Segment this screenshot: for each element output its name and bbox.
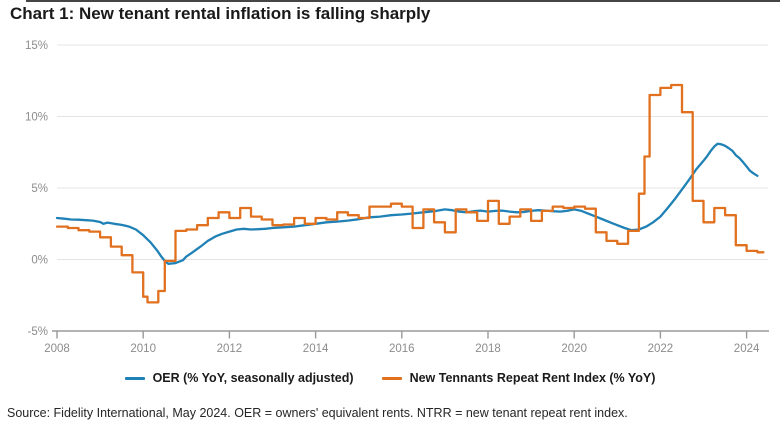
x-tick-label: 2012 [217,343,243,355]
oer-legend-label: OER (% YoY, seasonally adjusted) [152,371,354,385]
x-tick-label: 2010 [130,343,156,355]
legend-item-ntrr: New Tennants Repeat Rent Index (% YoY) [381,371,656,385]
x-tick-label: 2024 [734,343,760,355]
source-note: Source: Fidelity International, May 2024… [7,406,628,420]
y-tick-label: 5% [31,183,48,195]
oer-line-swatch [124,376,145,380]
x-tick-label: 2020 [561,343,587,355]
rent-inflation-chart: 15% 10% 5% 0% -5% 2008 2010 2012 2014 2016 2018 202… [25,40,769,355]
legend-item-oer: OER (% YoY, seasonally adjusted) [124,371,354,385]
x-tick-label: 2016 [389,343,415,355]
chart-legend: OER (% YoY, seasonally adjusted) New Ten… [0,371,780,385]
y-tick-label: 15% [25,40,48,52]
ntrr-line-swatch [381,376,402,380]
ntrr-legend-label: New Tennants Repeat Rent Index (% YoY) [409,371,656,385]
chart-title: Chart 1: New tenant rental inflation is … [10,4,431,23]
series-line-oer [55,142,759,265]
series-line-ntrr [55,83,765,304]
window-top-edge [26,0,780,2]
y-tick-label: -5% [28,326,48,338]
x-tick-label: 2018 [475,343,501,355]
x-tick-label: 2014 [303,343,329,355]
y-tick-label: 0% [31,255,48,267]
x-tick-label: 2008 [44,343,70,355]
x-tick-label: 2022 [648,343,674,355]
y-tick-label: 10% [25,112,48,124]
